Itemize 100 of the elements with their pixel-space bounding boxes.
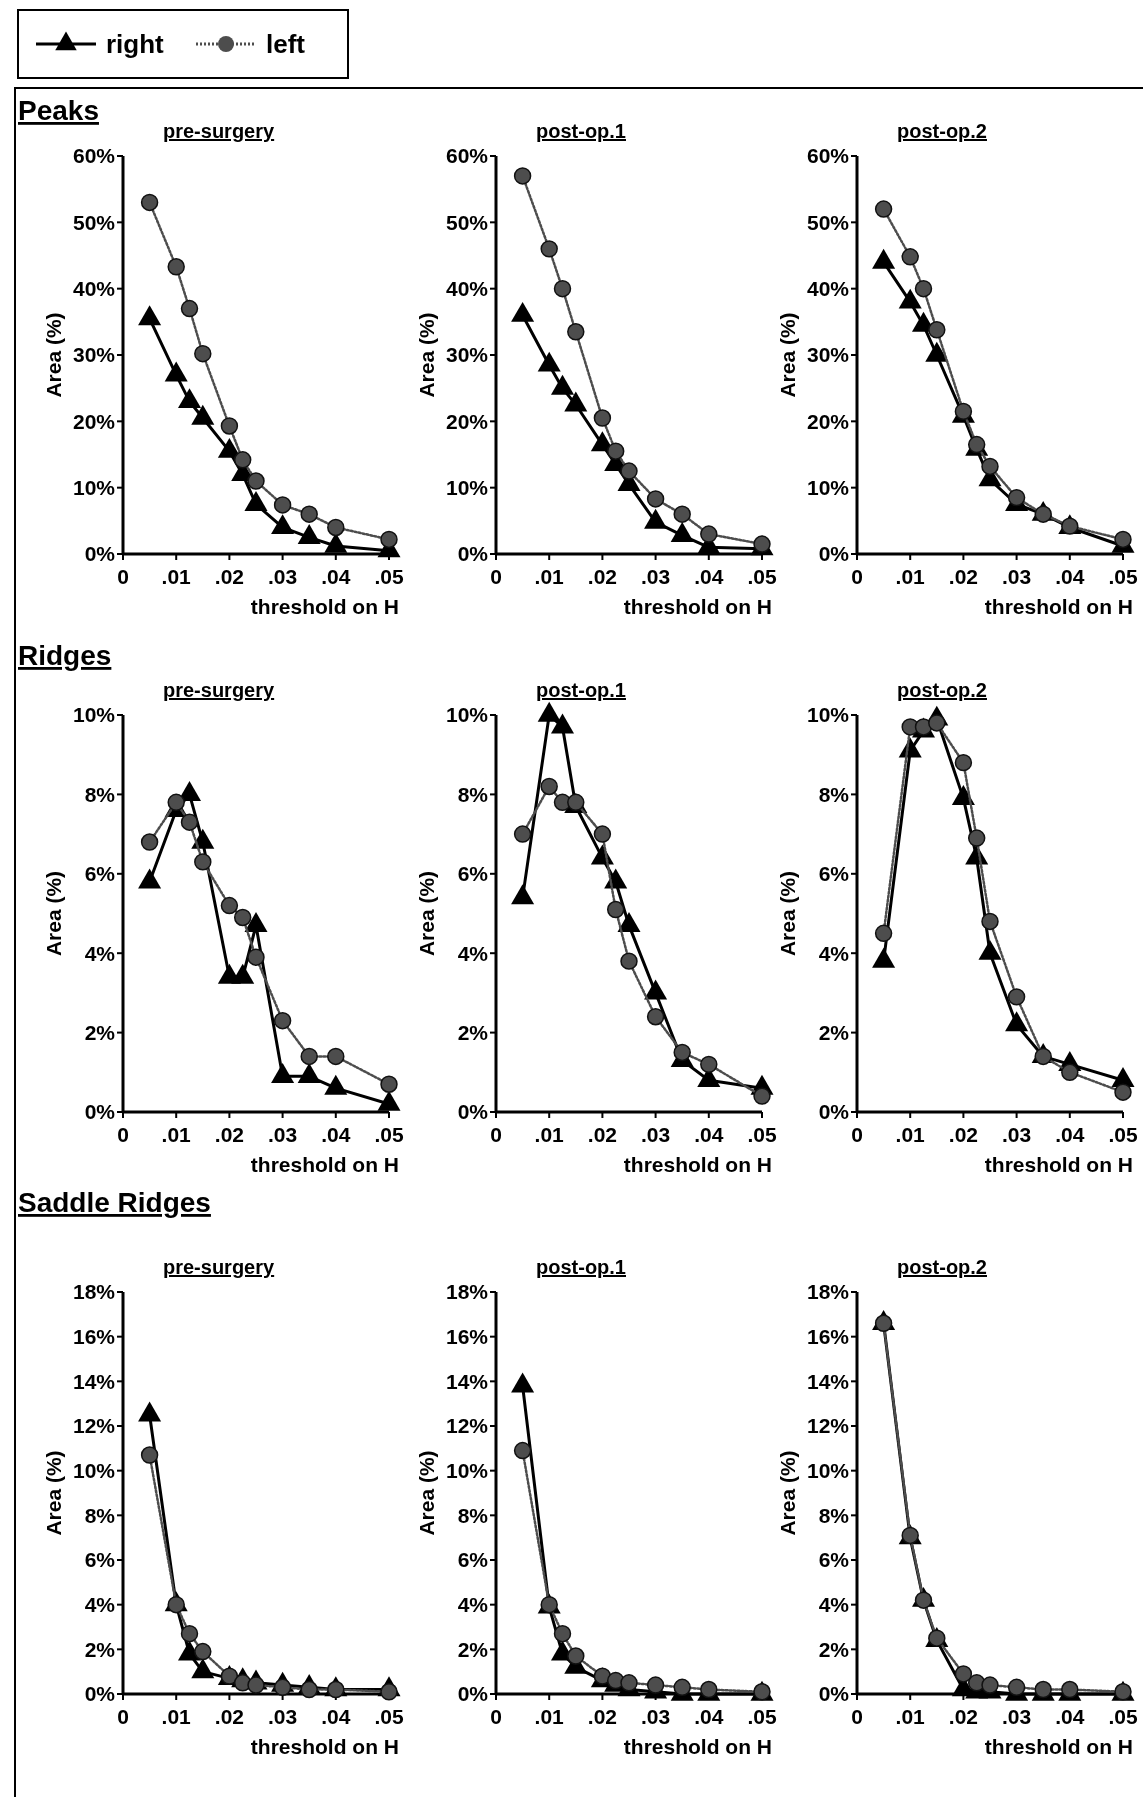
point (194, 344, 212, 363)
x-tick-label: .05 (374, 1705, 404, 1728)
point (540, 240, 558, 258)
x-axis-title: threshold on H (984, 1735, 1133, 1758)
point (513, 167, 532, 185)
y-tick-label: 18% (806, 1280, 850, 1304)
y-tick-label: 18% (445, 1280, 489, 1304)
y-tick-label: 6% (84, 862, 116, 886)
x-tick-label: 0 (490, 565, 502, 588)
x-tick-label: 0 (851, 1123, 863, 1146)
point (244, 912, 268, 933)
point (138, 1401, 162, 1422)
y-tick-label: 4% (457, 941, 489, 965)
point (300, 1680, 318, 1699)
y-tick-label: 4% (818, 941, 850, 965)
chart-title: Ridges (18, 640, 112, 671)
point (191, 1658, 215, 1679)
y-tick-label: 8% (457, 1503, 489, 1527)
x-tick-label: .02 (948, 565, 978, 588)
point (177, 388, 202, 409)
point (233, 908, 252, 927)
x-tick-label: .02 (948, 1123, 978, 1146)
y-tick-label: 10% (72, 476, 116, 500)
x-tick-label: .05 (1108, 1705, 1138, 1728)
x-axis-title: threshold on H (250, 1735, 399, 1758)
y-tick-label: 6% (818, 862, 850, 886)
x-tick-label: .01 (161, 1123, 192, 1146)
y-tick-label: 6% (457, 1548, 489, 1572)
chart-subtitle: pre-surgery (163, 120, 276, 142)
x-tick-label: 0 (851, 1705, 863, 1728)
x-tick-label: .04 (1055, 1123, 1085, 1146)
y-tick-label: 8% (457, 782, 489, 806)
y-tick-label: 8% (818, 782, 850, 806)
point (194, 1642, 212, 1661)
y-tick-label: 10% (445, 703, 489, 727)
point (180, 813, 199, 831)
x-axis-title: threshold on H (250, 1153, 399, 1176)
y-axis-title: Area (%) (776, 312, 799, 398)
y-tick-label: 20% (806, 409, 850, 433)
y-tick-label: 14% (72, 1369, 116, 1393)
y-tick-label: 30% (72, 343, 116, 367)
y-tick-label: 10% (445, 476, 489, 500)
y-tick-label: 6% (84, 1548, 116, 1572)
point (140, 833, 159, 851)
x-axis-title: threshold on H (623, 1735, 772, 1758)
y-tick-label: 16% (445, 1325, 489, 1349)
x-tick-label: .04 (694, 1123, 724, 1146)
y-tick-label: 14% (806, 1369, 850, 1393)
y-axis-title: Area (%) (42, 312, 65, 398)
x-axis-title: threshold on H (250, 595, 399, 618)
y-axis-title: Area (%) (415, 1450, 438, 1536)
y-tick-label: 0% (457, 542, 489, 566)
x-tick-label: .05 (747, 1705, 777, 1728)
y-tick-label: 20% (445, 409, 489, 433)
point (271, 514, 295, 535)
point (167, 258, 185, 276)
y-tick-label: 12% (72, 1414, 116, 1438)
x-tick-label: .04 (1055, 565, 1085, 588)
point (553, 279, 572, 298)
y-axis-title: Area (%) (776, 1450, 799, 1536)
x-tick-label: 0 (117, 565, 129, 588)
y-tick-label: 0% (84, 542, 116, 566)
y-axis-title: Area (%) (415, 312, 438, 398)
x-tick-label: .03 (268, 1705, 298, 1728)
x-tick-label: 0 (851, 565, 863, 588)
x-tick-label: .05 (747, 565, 777, 588)
point (191, 404, 215, 425)
point (567, 323, 585, 341)
y-tick-label: 60% (72, 144, 116, 168)
y-tick-label: 10% (806, 1459, 850, 1483)
chart-subtitle: post-op.1 (536, 1256, 626, 1278)
y-tick-label: 14% (445, 1369, 489, 1393)
y-tick-label: 4% (84, 1593, 116, 1617)
x-tick-label: .04 (1055, 1705, 1085, 1728)
y-tick-label: 2% (84, 1020, 116, 1044)
point (564, 391, 588, 412)
y-tick-label: 16% (72, 1325, 116, 1349)
y-tick-label: 6% (818, 1548, 850, 1572)
y-tick-label: 0% (818, 1682, 850, 1706)
y-tick-label: 4% (457, 1593, 489, 1617)
point (180, 1624, 199, 1643)
x-tick-label: .03 (641, 1123, 671, 1146)
y-tick-label: 30% (806, 343, 850, 367)
point (138, 305, 162, 326)
x-tick-label: 0 (490, 1123, 502, 1146)
point (606, 442, 625, 460)
y-tick-label: 0% (818, 542, 850, 566)
y-tick-label: 0% (457, 1682, 489, 1706)
x-tick-label: .02 (587, 1705, 617, 1728)
x-tick-label: .02 (948, 1705, 978, 1728)
y-tick-label: 2% (457, 1020, 489, 1044)
x-tick-label: .05 (747, 1123, 777, 1146)
x-axis-title: threshold on H (623, 1153, 772, 1176)
x-tick-label: .03 (1002, 565, 1032, 588)
y-tick-label: 2% (818, 1637, 850, 1661)
x-tick-label: 0 (490, 1705, 502, 1728)
y-tick-label: 60% (445, 144, 489, 168)
y-tick-label: 10% (445, 1459, 489, 1483)
x-tick-label: .02 (214, 1705, 244, 1728)
y-tick-label: 0% (84, 1682, 116, 1706)
